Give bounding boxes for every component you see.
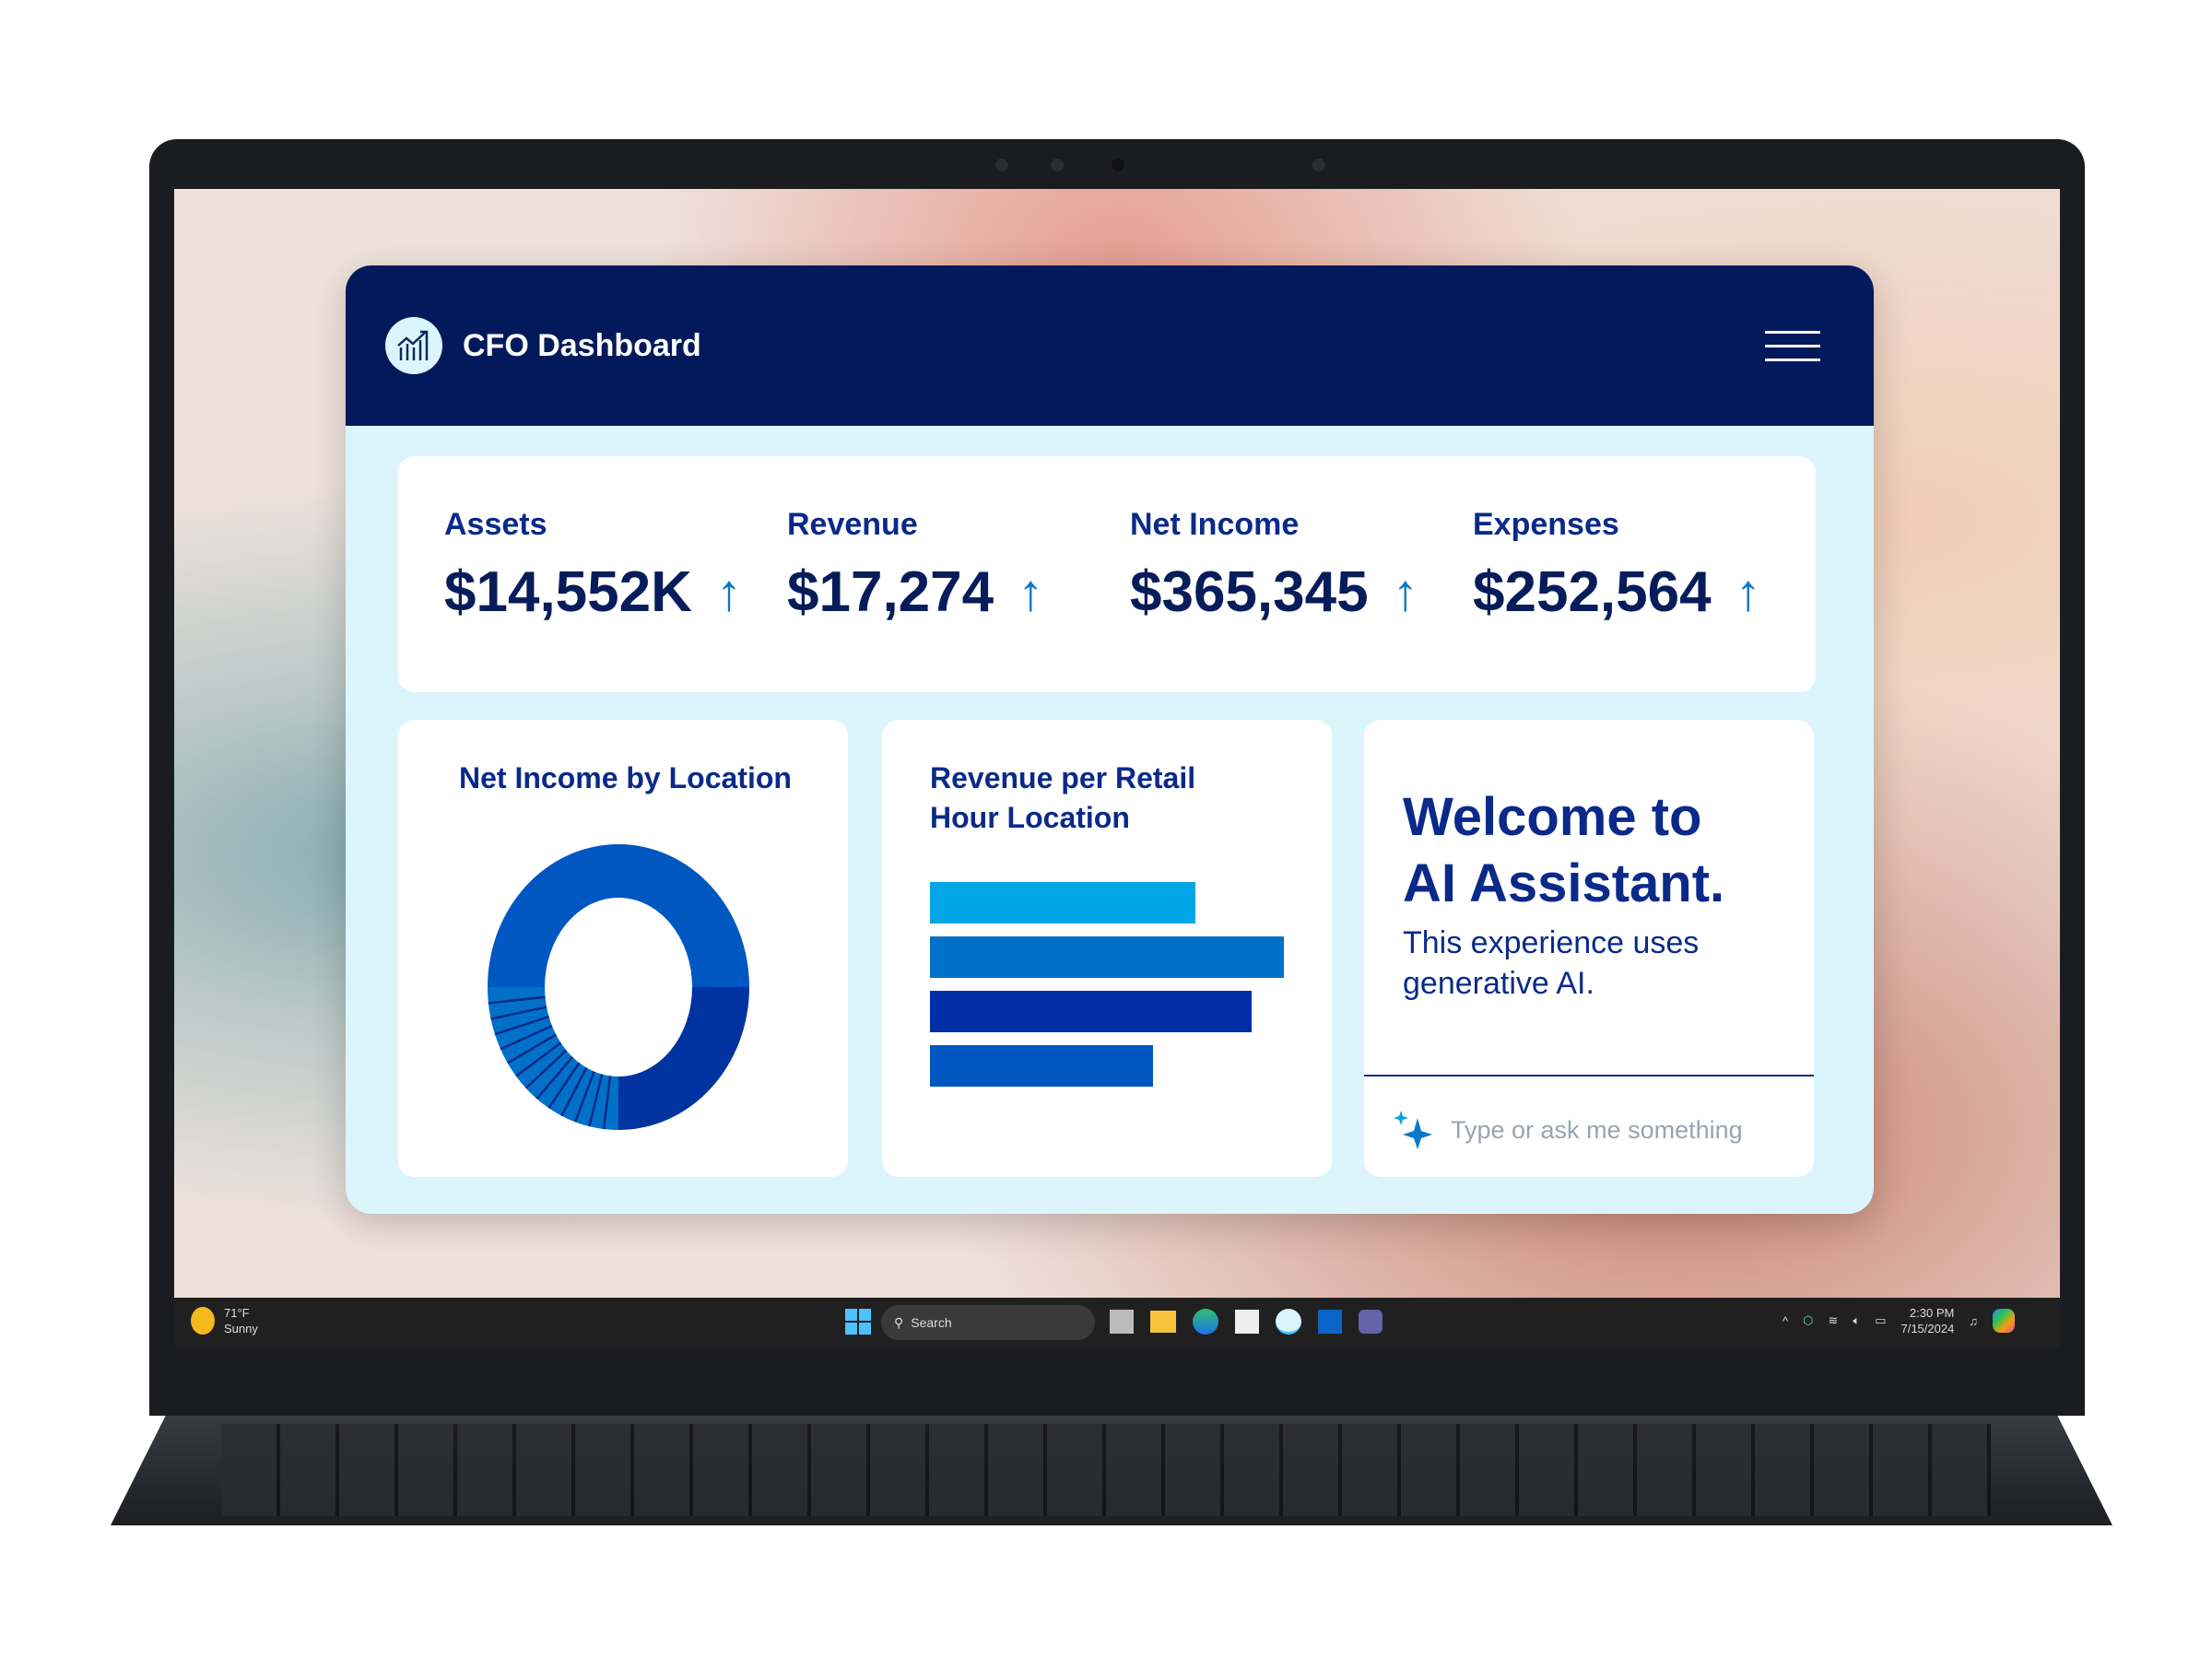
windows-start-icon[interactable] (845, 1309, 871, 1335)
taskbar-search[interactable]: ⚲ Search (881, 1305, 1095, 1340)
kpi-label: Net Income (1130, 507, 1300, 542)
webcam (1112, 159, 1124, 171)
donut-slice[interactable] (618, 987, 749, 1130)
weather-widget[interactable]: 71°F Sunny (191, 1305, 258, 1336)
sensor (1051, 159, 1064, 171)
hamburger-menu-icon[interactable] (1765, 330, 1820, 361)
kpi-revenue: Revenue $17,274 ↑ (787, 507, 1130, 692)
slice-stripe (524, 1049, 568, 1089)
bar[interactable] (930, 882, 1195, 924)
slice-stripe (588, 1074, 604, 1127)
kpi-summary-card: Assets $14,552K ↑ Revenue $17,274 ↑ Net Inco… (398, 456, 1816, 692)
search-label: Search (911, 1315, 952, 1330)
assistant-heading: Welcome to (1403, 787, 1702, 847)
assistant-input[interactable]: Type or ask me something (1392, 1093, 1795, 1167)
slice-stripe (515, 1041, 562, 1077)
cfo-dashboard-window: CFO Dashboard Assets $14,552K ↑ Revenue $17… (346, 265, 1874, 1214)
kpi-value: $365,345 (1130, 560, 1369, 624)
chart-title: Net Income by Location (459, 761, 792, 794)
donut-slice[interactable] (488, 987, 618, 1130)
copilot-icon[interactable] (1993, 1309, 2016, 1333)
chart-title: Revenue per Retail Hour Location (930, 761, 1196, 834)
kpi-label: Revenue (787, 507, 918, 542)
sun-icon (191, 1307, 215, 1335)
keyboard (221, 1424, 1991, 1516)
volume-icon[interactable]: 🔈︎ (1853, 1313, 1861, 1327)
bar[interactable] (930, 991, 1253, 1032)
assistant-input-placeholder: Type or ask me something (1451, 1115, 1743, 1144)
battery-icon[interactable]: ▭ (1875, 1313, 1887, 1327)
outlook-icon[interactable] (1318, 1310, 1342, 1334)
kpi-label: Assets (444, 507, 547, 542)
wifi-icon[interactable]: ≋ (1828, 1313, 1839, 1327)
kpi-label: Expenses (1473, 507, 1619, 542)
notification-bell-icon[interactable]: ♫ (1969, 1313, 1979, 1328)
kpi-value: $17,274 (787, 560, 994, 624)
divider (1364, 1075, 1814, 1077)
edge-icon[interactable] (1193, 1309, 1218, 1335)
slice-stripe (494, 1015, 549, 1036)
slice-stripe (507, 1033, 557, 1065)
header: CFO Dashboard (346, 265, 1874, 426)
cfo-dashboard-app-icon[interactable] (1276, 1309, 1301, 1335)
bar[interactable] (930, 1045, 1153, 1087)
kpi-value: $252,564 (1473, 560, 1712, 624)
app-title: CFO Dashboard (463, 327, 701, 363)
kpi-value: $14,552K (444, 560, 692, 624)
file-explorer-icon[interactable] (1150, 1311, 1176, 1333)
arrow-up-icon: ↑ (1735, 563, 1761, 621)
weather-temp: 71°F (224, 1306, 250, 1320)
arrow-up-icon: ↑ (1018, 563, 1044, 621)
clock[interactable]: 2:30 PM 7/15/2024 (1900, 1305, 1954, 1336)
chevron-up-icon[interactable]: ^ (1783, 1313, 1789, 1328)
sparkle-icon (1394, 1111, 1432, 1149)
arrow-up-icon: ↑ (1392, 563, 1418, 621)
arrow-up-icon: ↑ (715, 563, 742, 621)
taskbar: 71°F Sunny ⚲ Search ^ ⬡ ≋ 🔈︎ ▭ 2:30 PM 7/15… (174, 1298, 2060, 1347)
vpn-icon[interactable]: ⬡ (1803, 1313, 1814, 1327)
revenue-per-retail-hour-card[interactable]: Revenue per Retail Hour Location (882, 720, 1332, 1177)
system-tray: ^ ⬡ ≋ 🔈︎ ▭ 2:30 PM 7/15/2024 ♫ (1783, 1305, 2016, 1336)
kpi-net-income: Net Income $365,345 ↑ (1130, 507, 1473, 692)
net-income-by-location-card[interactable]: Net Income by Location (398, 720, 848, 1177)
kpi-expenses: Expenses $252,564 ↑ (1473, 507, 1816, 692)
slice-stripe (535, 1056, 574, 1100)
bar[interactable] (930, 936, 1284, 978)
slice-stripe (602, 1076, 612, 1130)
assistant-subtext: This experience uses generative AI. (1403, 925, 1700, 1001)
slice-stripe (560, 1066, 588, 1117)
sensor (995, 159, 1008, 171)
slice-stripe (488, 995, 546, 1005)
sensor (1312, 159, 1325, 171)
donut-slice[interactable] (488, 844, 749, 987)
kpi-assets: Assets $14,552K ↑ (444, 507, 787, 692)
slice-stripe (490, 1006, 547, 1020)
chart-growth-icon (385, 317, 442, 374)
search-icon: ⚲ (894, 1314, 904, 1330)
slice-stripe (547, 1062, 581, 1109)
slice-stripe (500, 1024, 553, 1051)
assistant-heading: AI Assistant. (1403, 853, 1725, 913)
pinned-apps (1110, 1309, 1382, 1335)
slice-stripe (573, 1071, 595, 1123)
task-view-icon[interactable] (1110, 1310, 1134, 1334)
date: 7/15/2024 (1900, 1322, 1955, 1335)
time: 2:30 PM (1909, 1306, 1955, 1320)
ai-assistant-card: Welcome to AI Assistant. This experience… (1364, 720, 1814, 1177)
teams-icon[interactable] (1359, 1310, 1382, 1334)
weather-desc: Sunny (224, 1322, 258, 1335)
store-icon[interactable] (1235, 1310, 1259, 1334)
donut-chart (488, 844, 749, 1130)
